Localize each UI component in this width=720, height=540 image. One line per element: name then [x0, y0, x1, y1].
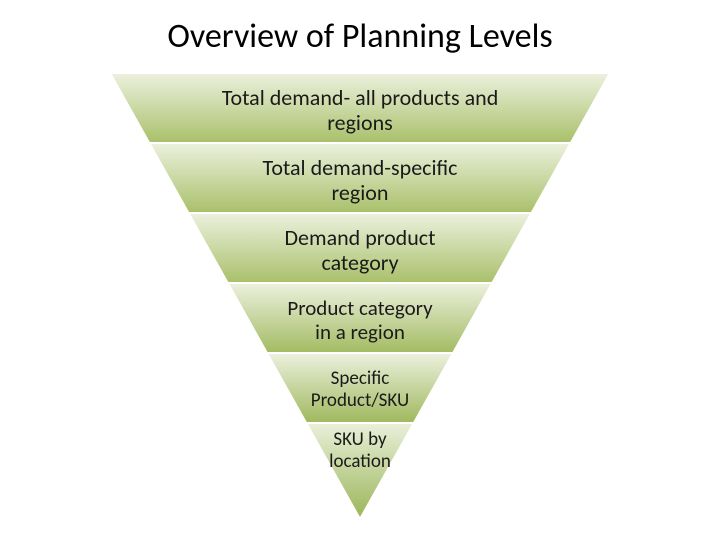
pyramid-level-2 [188, 213, 531, 283]
inverted-pyramid [0, 57, 720, 527]
pyramid-level-0 [110, 73, 610, 143]
pyramid-level-5 [306, 423, 414, 519]
page-title: Overview of Planning Levels [0, 16, 720, 57]
pyramid-level-1 [149, 143, 571, 213]
diagram-stage: Total demand- all products andregionsTot… [0, 57, 720, 527]
pyramid-level-3 [228, 283, 493, 353]
pyramid-level-4 [267, 353, 453, 423]
